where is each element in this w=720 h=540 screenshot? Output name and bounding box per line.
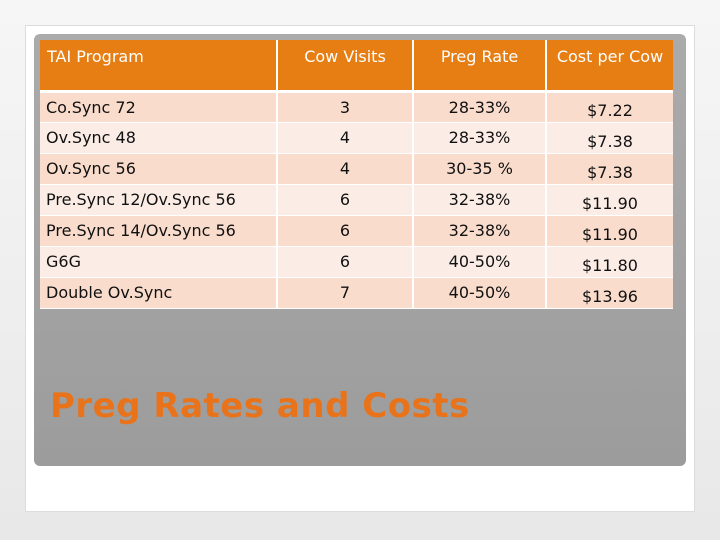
table-row: Double Ov.Sync 7 40-50% $13.96 xyxy=(40,277,673,309)
cell-cost: $13.96 xyxy=(546,277,673,309)
cell-visits: 7 xyxy=(277,277,414,309)
cell-program: Co.Sync 72 xyxy=(40,91,278,123)
cell-preg-rate: 40-50% xyxy=(413,246,547,278)
cell-visits: 6 xyxy=(277,246,414,278)
cell-preg-rate: 30-35 % xyxy=(413,153,547,185)
table-row: Co.Sync 72 3 28-33% $7.22 xyxy=(40,91,673,123)
cell-cost: $11.90 xyxy=(546,215,673,247)
cell-cost: $7.38 xyxy=(546,153,673,185)
header-cost-per-cow: Cost per Cow xyxy=(546,40,673,93)
cell-preg-rate: 28-33% xyxy=(413,122,547,154)
cell-cost: $11.80 xyxy=(546,246,673,278)
cell-preg-rate: 32-38% xyxy=(413,184,547,216)
cell-program: Pre.Sync 12/Ov.Sync 56 xyxy=(40,184,278,216)
header-tai-program: TAI Program xyxy=(40,40,278,93)
header-preg-rate: Preg Rate xyxy=(413,40,547,93)
cell-preg-rate: 40-50% xyxy=(413,277,547,309)
cell-program: Ov.Sync 48 xyxy=(40,122,278,154)
cell-program: G6G xyxy=(40,246,278,278)
cell-cost: $11.90 xyxy=(546,184,673,216)
cell-visits: 4 xyxy=(277,122,414,154)
table-row: Ov.Sync 48 4 28-33% $7.38 xyxy=(40,122,673,154)
cell-visits: 4 xyxy=(277,153,414,185)
table-row: G6G 6 40-50% $11.80 xyxy=(40,246,673,278)
cell-program: Pre.Sync 14/Ov.Sync 56 xyxy=(40,215,278,247)
cell-visits: 3 xyxy=(277,91,414,123)
cell-preg-rate: 32-38% xyxy=(413,215,547,247)
table-header-row: TAI Program Cow Visits Preg Rate Cost pe… xyxy=(40,40,673,93)
cell-cost: $7.22 xyxy=(546,91,673,123)
table-row: Ov.Sync 56 4 30-35 % $7.38 xyxy=(40,153,673,185)
cell-visits: 6 xyxy=(277,184,414,216)
cell-cost: $7.38 xyxy=(546,122,673,154)
cell-preg-rate: 28-33% xyxy=(413,91,547,123)
cell-visits: 6 xyxy=(277,215,414,247)
slide-title: Preg Rates and Costs xyxy=(50,386,470,426)
cell-program: Double Ov.Sync xyxy=(40,277,278,309)
header-cow-visits: Cow Visits xyxy=(277,40,414,93)
preg-rates-table: TAI Program Cow Visits Preg Rate Cost pe… xyxy=(40,40,673,309)
cell-program: Ov.Sync 56 xyxy=(40,153,278,185)
table-row: Pre.Sync 14/Ov.Sync 56 6 32-38% $11.90 xyxy=(40,215,673,247)
table-row: Pre.Sync 12/Ov.Sync 56 6 32-38% $11.90 xyxy=(40,184,673,216)
